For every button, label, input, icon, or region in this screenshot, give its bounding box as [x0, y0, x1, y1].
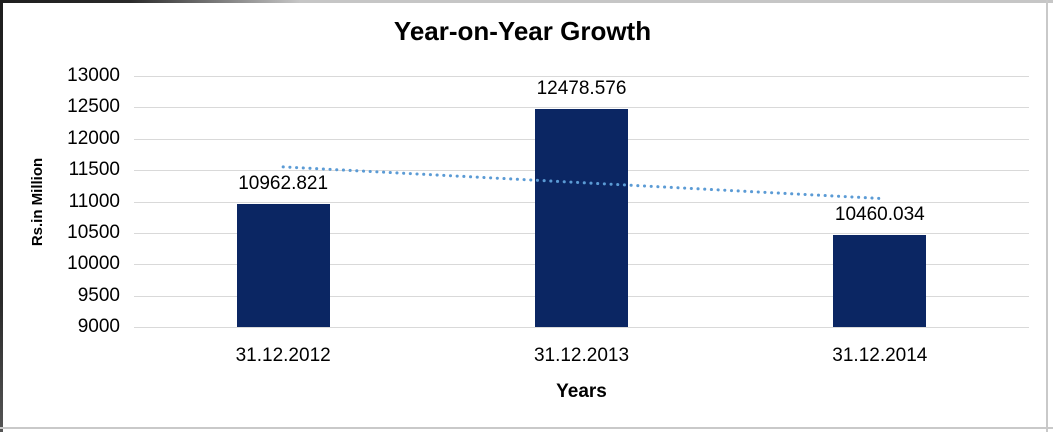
x-category-label: 31.12.2013	[533, 345, 630, 366]
y-tick-label: 12500	[67, 96, 120, 118]
bar	[236, 203, 330, 327]
frame-left-edge	[0, 0, 3, 432]
y-tick-label: 9500	[77, 284, 120, 306]
bar	[535, 108, 628, 327]
bar-value-label: 12478.576	[536, 77, 627, 99]
gridline	[134, 327, 1029, 328]
y-tick-label: 10500	[67, 221, 120, 243]
y-tick-label: 12000	[67, 127, 120, 149]
y-tick-label: 9000	[77, 316, 120, 337]
gridline	[134, 76, 1029, 77]
y-tick-label: 10000	[67, 253, 120, 275]
y-tick-label: 13000	[67, 65, 120, 86]
bar-value-label: 10460.034	[834, 204, 925, 226]
bar-value-label: 10962.821	[238, 172, 329, 194]
x-category-label: 31.12.2014	[832, 345, 928, 366]
frame-top-edge	[0, 0, 1053, 3]
x-axis-title: Years	[556, 381, 607, 402]
frame-bottom-edge	[0, 427, 1053, 429]
x-category-label: 31.12.2012	[235, 345, 331, 366]
chart-title: Year-on-Year Growth	[393, 16, 652, 46]
gridline	[134, 107, 1029, 109]
y-tick-label: 11500	[68, 159, 120, 181]
bar	[833, 235, 927, 327]
y-tick-label: 11000	[68, 190, 120, 212]
frame-right-edge	[1046, 0, 1048, 432]
